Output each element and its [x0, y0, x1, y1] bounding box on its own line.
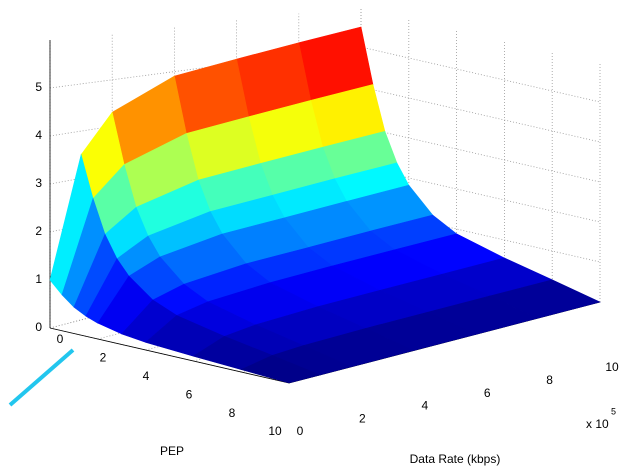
z-tick-label: 4: [35, 128, 42, 142]
x-tick-label: 8: [229, 406, 236, 420]
y-tick-label: 0: [297, 424, 304, 438]
grid-line: [360, 46, 601, 103]
grid-line: [360, 166, 601, 223]
surface-patch: [240, 355, 322, 384]
z-tick-label: 0: [35, 320, 42, 334]
y-tick-label: 4: [421, 399, 428, 413]
y-tick-label: 2: [359, 411, 366, 425]
grid-line: [360, 206, 601, 263]
y-tick-label: 6: [484, 386, 491, 400]
z-tick-label: 1: [35, 272, 42, 286]
tick-labels: 0 1 2 3 4 5 0 2 4 6 8 10 0 2 4 6 8 10: [35, 80, 619, 438]
cursor-stroke: [8, 348, 75, 407]
y-exponent: 5: [611, 406, 616, 416]
grid-line: [360, 126, 601, 183]
x-tick-label: 2: [100, 351, 107, 365]
z-tick-label: 3: [35, 176, 42, 190]
x-tick-label: 10: [268, 424, 282, 438]
z-tick-label: 5: [35, 80, 42, 94]
y-axis-label: Data Rate (kbps): [410, 452, 501, 466]
grid-line: [360, 86, 601, 143]
axis-line: [49, 327, 290, 384]
z-tick-label: 2: [35, 224, 42, 238]
surface: [49, 26, 601, 384]
y-tick-label: 8: [546, 373, 553, 387]
x-tick-label: 6: [186, 387, 193, 401]
x-tick-label: 4: [143, 369, 150, 383]
y-exponent-base: x 10: [586, 417, 609, 431]
y-tick-label: 10: [605, 360, 619, 374]
x-axis-label: PEP: [160, 444, 184, 458]
x-tick-label: 0: [57, 332, 64, 346]
